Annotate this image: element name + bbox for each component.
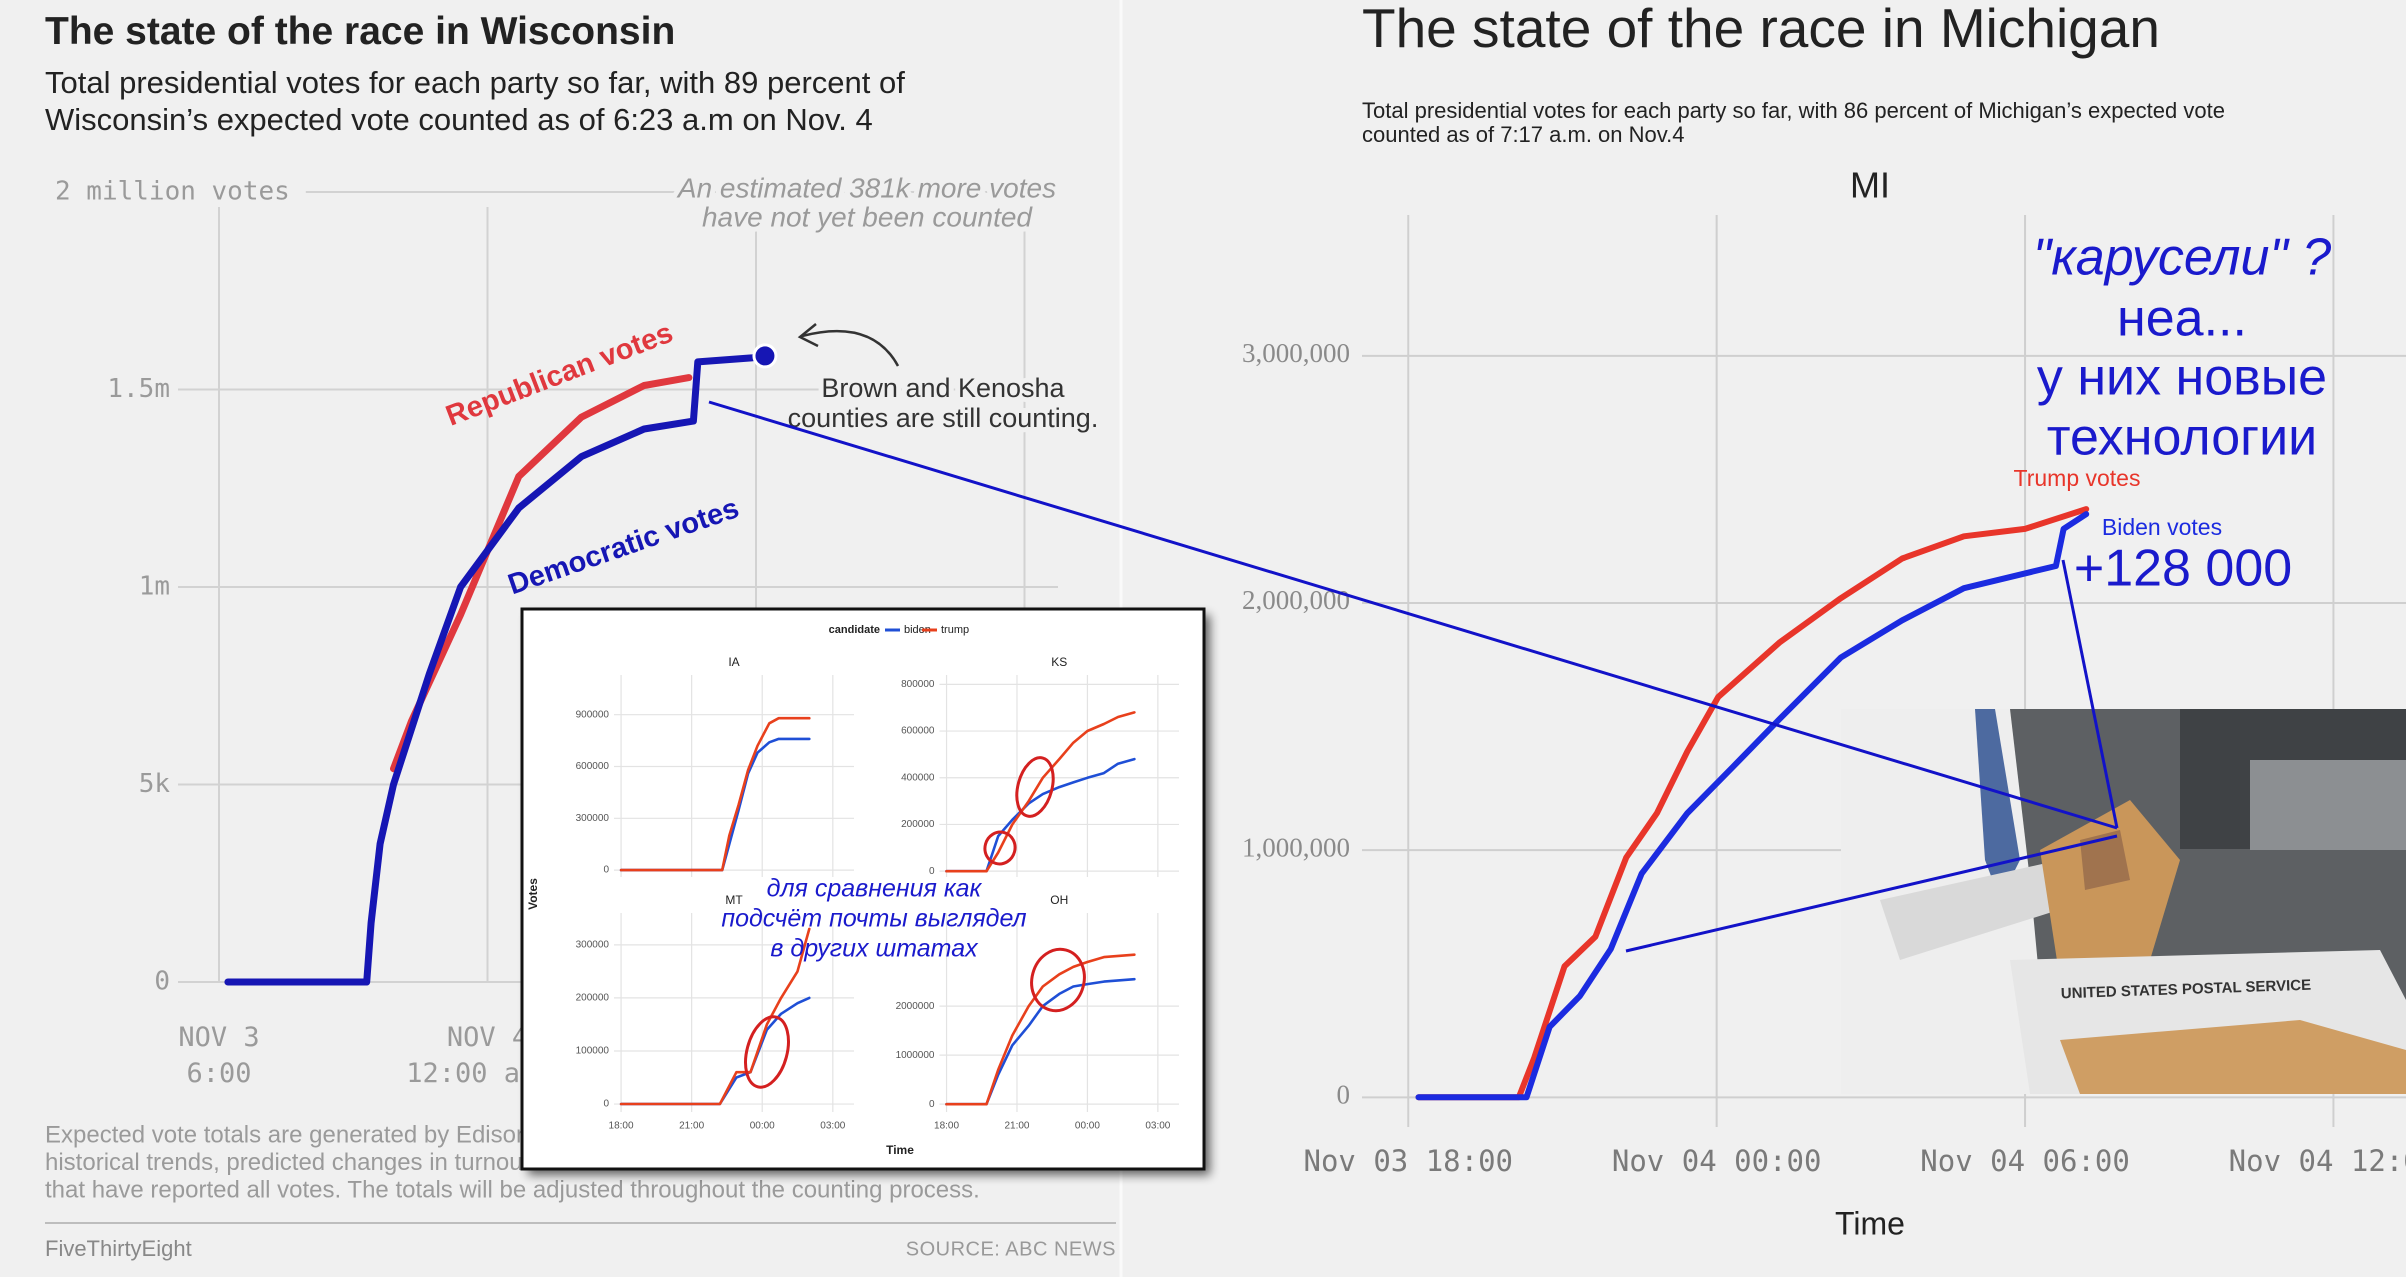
connector-line xyxy=(1625,834,2118,953)
y-axis-title: Votes xyxy=(526,878,540,910)
x-tick-label: 21:00 xyxy=(1004,1121,1029,1132)
y-tick-label: 400000 xyxy=(901,772,935,783)
photo: UNITED STATES POSTAL SERVICE xyxy=(1841,709,2406,1094)
annotation: неа... xyxy=(2117,290,2247,348)
panel-title: MI xyxy=(1850,165,1890,206)
y-tick-label: 0 xyxy=(929,866,935,877)
x-tick-label: 21:00 xyxy=(679,1121,704,1132)
hand-circle xyxy=(1015,756,1055,818)
annotation: Brown and Kenosha xyxy=(821,373,1065,403)
footnote: that have reported all votes. The totals… xyxy=(45,1176,980,1203)
legend-label: trump xyxy=(941,624,969,636)
x-axis-title: Time xyxy=(886,1143,914,1157)
photo-tie xyxy=(1975,709,2020,900)
y-tick-label: 3,000,000 xyxy=(1242,338,1350,368)
y-tick-label: 300000 xyxy=(576,939,610,950)
annotation: +128 000 xyxy=(2074,540,2292,598)
x-tick-label: Nov 03 18:00 xyxy=(1304,1144,1514,1178)
series-label: Trump votes xyxy=(2014,465,2141,491)
x-tick-label: 03:00 xyxy=(820,1121,845,1132)
y-tick-label: 2000000 xyxy=(896,1001,935,1012)
annotation: counties are still counting. xyxy=(788,403,1099,433)
x-tick-label: 18:00 xyxy=(609,1121,634,1132)
x-tick-label: Nov 04 06:00 xyxy=(1920,1144,2130,1178)
photo-envelopes-2 xyxy=(2060,1020,2406,1094)
connector-line xyxy=(708,400,2118,830)
y-tick-label: 900000 xyxy=(576,709,610,720)
hand-circle xyxy=(983,830,1017,866)
annotation: have not yet been counted xyxy=(702,201,1033,232)
series-label: Biden votes xyxy=(2102,514,2222,540)
arrow-head xyxy=(797,323,819,348)
annotation: для сравнения как xyxy=(767,875,983,903)
x-tick-label: Nov 04 00:00 xyxy=(1612,1144,1822,1178)
legend-title: candidate xyxy=(829,624,880,636)
annotation: подсчёт почты выглядел xyxy=(721,905,1026,933)
photo-hand xyxy=(2080,830,2130,890)
panel-title: MT xyxy=(725,893,743,907)
inset-frame xyxy=(520,607,1206,1171)
x-tick-label: 18:00 xyxy=(934,1121,959,1132)
panel-title: IA xyxy=(728,655,739,669)
annotation: у них новые xyxy=(2037,349,2327,407)
series-line xyxy=(945,953,1136,1106)
y-tick-label: 0 xyxy=(603,865,609,876)
annotation-arrow xyxy=(801,329,900,367)
legend-label: biden xyxy=(904,624,931,636)
y-tick-label: 200000 xyxy=(576,993,610,1004)
y-tick-label: 2 million votes xyxy=(55,177,290,207)
photo-bg-detail xyxy=(2250,760,2406,850)
source: SOURCE: ABC NEWS xyxy=(906,1238,1116,1260)
annotation: технологии xyxy=(2047,409,2317,467)
annotation: "карусели" ? xyxy=(2033,229,2331,287)
y-tick-label: 0 xyxy=(929,1099,935,1110)
annotation: An estimated 381k more votes xyxy=(676,172,1056,203)
y-tick-label: 5k xyxy=(139,769,171,799)
series-line xyxy=(619,927,811,1106)
series-line xyxy=(619,716,811,872)
connector-line xyxy=(2061,559,2119,829)
series-line xyxy=(1415,511,2090,1101)
x-tick-label: 00:00 xyxy=(750,1121,775,1132)
credit: FiveThirtyEight xyxy=(45,1236,192,1261)
annotation: в других штатах xyxy=(770,935,979,963)
y-tick-label: 1m xyxy=(139,572,170,602)
y-tick-label: 0 xyxy=(603,1099,609,1110)
hand-circle xyxy=(1030,947,1086,1013)
photo-arm xyxy=(1880,860,2090,960)
end-dot xyxy=(752,343,778,369)
panel-title: OH xyxy=(1050,893,1068,907)
series-line xyxy=(224,352,769,986)
panel-title: KS xyxy=(1051,655,1067,669)
y-tick-label: 100000 xyxy=(576,1046,610,1057)
y-tick-label: 600000 xyxy=(901,726,935,737)
y-tick-label: 0 xyxy=(1337,1080,1351,1110)
y-tick-label: 1000000 xyxy=(896,1050,935,1061)
y-tick-label: 300000 xyxy=(576,813,610,824)
y-tick-label: 600000 xyxy=(576,761,610,772)
x-axis-title: Time xyxy=(1835,1205,1905,1241)
series-line xyxy=(1415,506,2090,1101)
y-tick-label: 800000 xyxy=(901,679,935,690)
y-tick-label: 0 xyxy=(154,967,170,997)
hand-circle xyxy=(744,1015,790,1089)
x-tick-label: 00:00 xyxy=(1075,1121,1100,1132)
x-tick-label: 03:00 xyxy=(1145,1121,1170,1132)
y-tick-label: 200000 xyxy=(901,819,935,830)
y-tick-label: 1.5m xyxy=(107,374,170,404)
x-tick-label: Nov 04 12:00 xyxy=(2229,1144,2406,1178)
y-tick-label: 1,000,000 xyxy=(1242,832,1350,862)
